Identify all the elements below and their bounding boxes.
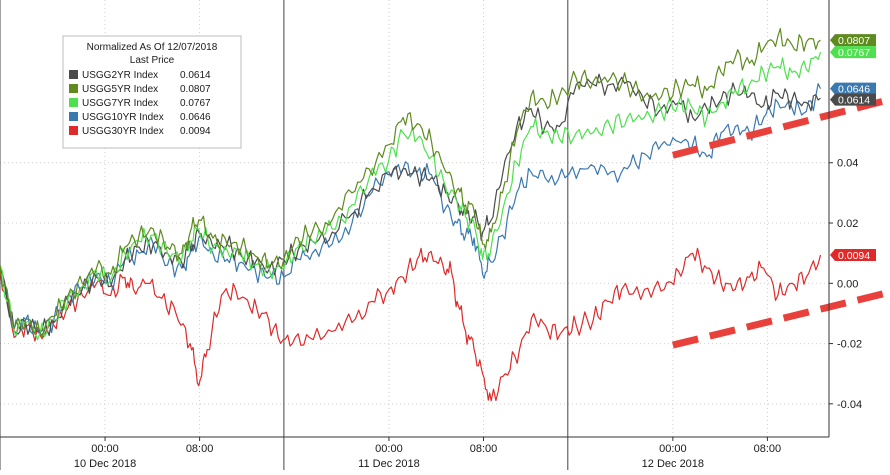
legend-swatch xyxy=(69,98,78,107)
x-tick-labels: 00:00 08:00 00:00 08:00 00:00 08:00 10 Dec 201… xyxy=(74,437,781,470)
legend-series-label: USGG7YR Index xyxy=(82,98,158,109)
value-badge-label: 0.0767 xyxy=(838,47,870,59)
value-badge-label: 0.0614 xyxy=(838,95,870,107)
y-tick-label: -0.04 xyxy=(837,399,862,411)
y-tick-label: -0.02 xyxy=(837,339,862,351)
legend-series-value: 0.0646 xyxy=(180,112,211,123)
legend-series-value: 0.0614 xyxy=(180,70,211,81)
legend-series-label: USGG10YR Index xyxy=(82,112,164,123)
legend-series-value: 0.0767 xyxy=(180,98,211,109)
legend-series-label: USGG5YR Index xyxy=(82,84,158,95)
legend-swatch xyxy=(69,84,78,93)
legend-title: Normalized As Of 12/07/2018 xyxy=(87,42,218,53)
legend-items: USGG2YR Index 0.0614 USGG5YR Index 0.0807 US… xyxy=(69,70,211,137)
legend-swatch xyxy=(69,126,78,135)
y-tick-label: 0.02 xyxy=(837,218,858,230)
legend-swatch xyxy=(69,112,78,121)
x-day-label: 10 Dec 2018 xyxy=(74,458,136,470)
value-badge-label: 0.0807 xyxy=(838,35,870,47)
legend-series-value: 0.0807 xyxy=(180,84,211,95)
x-tick-label: 08:00 xyxy=(186,443,214,455)
x-tick-label: 08:00 xyxy=(754,443,782,455)
legend-swatch xyxy=(69,70,78,79)
x-tick-label: 00:00 xyxy=(375,443,403,455)
legend-series-label: USGG2YR Index xyxy=(82,70,158,81)
legend: Normalized As Of 12/07/2018 Last Price U… xyxy=(63,36,241,148)
y-tick-label: 0.04 xyxy=(837,158,858,170)
value-badge: 0.0807 xyxy=(830,34,876,47)
value-badge: 0.0614 xyxy=(830,94,876,107)
x-day-label: 11 Dec 2018 xyxy=(358,458,420,470)
y-tick-label: 0.00 xyxy=(837,278,858,290)
legend-series-value: 0.0094 xyxy=(180,126,211,137)
legend-subtitle: Last Price xyxy=(130,55,175,66)
y-tick-labels: 0.04 0.02 0.00 -0.02 -0.04 xyxy=(829,158,862,411)
value-badge: 0.0094 xyxy=(830,249,876,262)
x-day-label: 12 Dec 2018 xyxy=(642,458,704,470)
x-tick-label: 00:00 xyxy=(91,443,119,455)
legend-series-label: USGG30YR Index xyxy=(82,126,164,137)
value-badge: 0.0767 xyxy=(830,46,876,59)
value-badge-label: 0.0094 xyxy=(838,250,870,262)
x-tick-label: 00:00 xyxy=(659,443,687,455)
x-tick-label: 08:00 xyxy=(470,443,498,455)
